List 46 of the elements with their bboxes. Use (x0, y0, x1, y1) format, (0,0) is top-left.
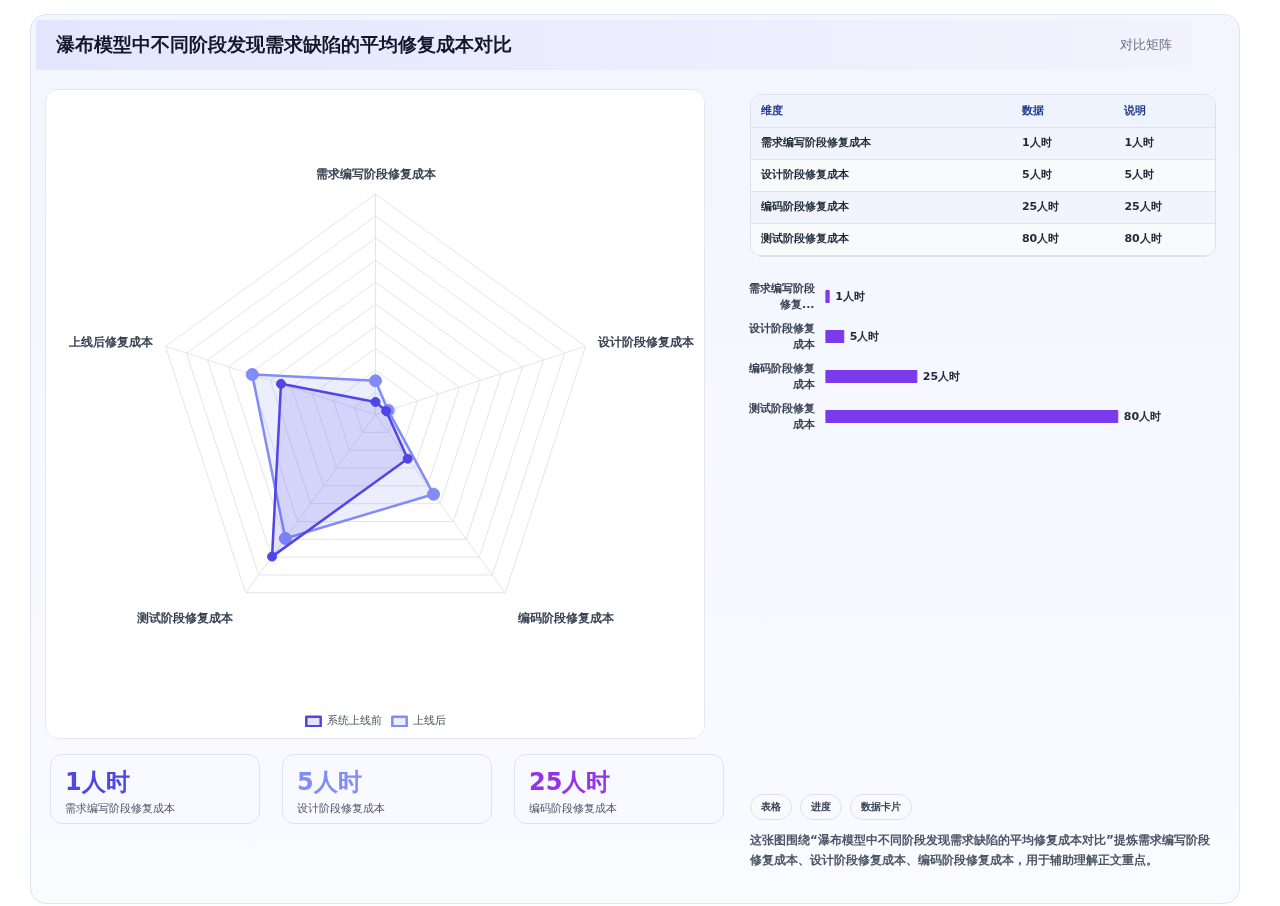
text: 80人时 (1020, 231, 1061, 248)
text: 5人时 (297, 767, 363, 798)
text: 测试阶段修复成本 (760, 231, 850, 248)
text: 设计阶段修复成本 (760, 167, 850, 184)
text: 25人时 (529, 767, 612, 798)
y-tick-label: 编码阶段修复成本 (747, 362, 816, 391)
text: 需求编写阶段修复成本 (65, 801, 176, 817)
spoke-label: 上线后修复成本 (67, 335, 154, 350)
text: 25人时 (1123, 199, 1163, 216)
data-label: 80人时 (1123, 410, 1162, 423)
text: 25人时 (1020, 199, 1061, 216)
text: 1人时 (65, 767, 131, 798)
category-label: 进度 (800, 794, 842, 821)
data-label: 1人时 (835, 290, 865, 303)
spoke-label: 设计阶段修复成本 (597, 335, 696, 350)
data-label: 5人时 (849, 330, 880, 343)
spoke-label: 测试阶段修复成本 (135, 610, 234, 625)
text: 说明 (1123, 102, 1148, 119)
text: 对比矩阵 (1120, 35, 1172, 54)
legend-label: 上线后 (413, 713, 446, 728)
text: 这张图围绕“瀑布模型中不同阶段发现需求缺陷的平均修复成本对比”提炼需求编写阶段修复成本、设计阶段修复成本、编码阶段修复成本，用于辅助理解正文重点。 (750, 832, 1211, 870)
text: 1人时 (1020, 135, 1053, 152)
text: 5人时 (1123, 167, 1156, 184)
text: 数据 (1020, 102, 1045, 119)
text: 编码阶段修复成本 (529, 801, 618, 817)
text: 需求编写阶段修复成本 (760, 135, 872, 152)
spoke-label: 编码阶段修复成本 (517, 610, 616, 625)
text: 瀑布模型中不同阶段发现需求缺陷的平均修复成本对比 (56, 32, 512, 58)
text: 5人时 (1020, 167, 1053, 184)
y-tick-label: 设计阶段修复成本 (747, 322, 816, 351)
y-tick-label: 需求编写阶段修复... (748, 282, 816, 311)
text: 设计阶段修复成本 (297, 801, 386, 817)
text: 1人时 (1123, 135, 1156, 152)
legend-label: 系统上线前 (327, 713, 382, 728)
bar (825, 290, 830, 303)
y-tick-label: 测试阶段修复成本 (747, 402, 816, 431)
bar (825, 370, 918, 383)
text: 编码阶段修复成本 (760, 199, 850, 216)
data-label: 25人时 (922, 370, 961, 383)
text: 维度 (760, 102, 784, 119)
bar (825, 410, 1119, 423)
bar (825, 330, 845, 343)
spoke-label: 需求编写阶段修复成本 (315, 166, 437, 181)
text: 80人时 (1123, 231, 1163, 248)
category-label: 数据卡片 (850, 794, 912, 821)
category-label: 表格 (750, 794, 792, 821)
